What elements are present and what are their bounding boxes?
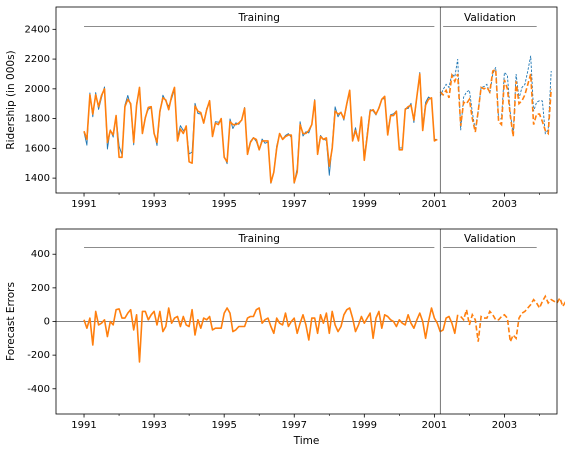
ridership-panel: Training Validation 1400 1600 1800 2000 2200 24… [5, 7, 557, 210]
x-tick-label: 1995 [211, 199, 236, 210]
y-tick-label: 0 [44, 317, 50, 328]
x-tick-label: 2001 [422, 420, 447, 431]
x-axis-label: Time [293, 435, 320, 447]
annotation-label-validation: Validation [464, 233, 516, 245]
y-tick-label: 2200 [25, 54, 50, 65]
series-1-validation-line [440, 70, 551, 137]
annotation-label-training: Training [237, 233, 279, 245]
y-axis-label: Ridership (in 000s) [5, 50, 17, 149]
x-tick-label: 1995 [211, 420, 236, 431]
series-0-training-line [84, 73, 437, 184]
x-tick-label: 1993 [141, 420, 166, 431]
x-tick-label: 1997 [282, 199, 307, 210]
x-tick-label: 1993 [141, 199, 166, 210]
y-tick-label: 400 [31, 249, 50, 260]
x-tick-label: 1991 [71, 420, 96, 431]
y-tick-label: 200 [31, 283, 50, 294]
x-tick-label: 1997 [282, 420, 307, 431]
y-tick-label: 1400 [25, 173, 50, 184]
forecast-errors-panel: Training Validation -400 -200 0 200 400 1991 199… [5, 229, 565, 447]
annotation-label-training: Training [237, 12, 279, 24]
x-tick-label: 2003 [492, 199, 517, 210]
y-tick-label: -400 [27, 384, 50, 395]
y-tick-label: 1800 [25, 114, 50, 125]
series-0-validation-line [461, 296, 565, 341]
series-0-training-line [84, 308, 458, 362]
y-tick-label: 1600 [25, 143, 50, 154]
x-tick-label: 1991 [71, 199, 96, 210]
annotation-label-validation: Validation [464, 12, 516, 24]
plot-frame [56, 7, 557, 193]
y-tick-label: 2000 [25, 84, 50, 95]
series-1-training-line [84, 74, 437, 183]
x-tick-label: 2001 [422, 199, 447, 210]
y-axis-label: Forecast Errors [5, 282, 17, 361]
x-tick-label: 2003 [492, 420, 517, 431]
y-tick-label: 2400 [25, 24, 50, 35]
y-tick-label: -200 [27, 350, 50, 361]
x-tick-label: 1999 [352, 199, 377, 210]
x-tick-label: 1999 [352, 420, 377, 431]
